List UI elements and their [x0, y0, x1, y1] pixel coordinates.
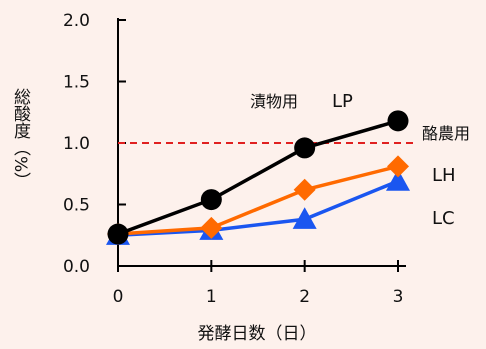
series-lp	[107, 110, 409, 245]
x-ticks: 0 1 2 3	[113, 260, 404, 307]
data-point-lh	[200, 216, 223, 239]
data-point-lp	[200, 189, 222, 211]
y-ticks: 0.0 0.5 1.0 1.5 2.0	[63, 11, 126, 277]
y-tick-label: 1.0	[63, 134, 90, 154]
data-point-lc	[292, 207, 317, 229]
data-point-lp	[387, 110, 409, 132]
series-layer	[106, 110, 410, 246]
series-line-lc	[117, 179, 399, 237]
y-axis-title: 総酸度（%）	[10, 88, 31, 189]
data-point-lh	[387, 155, 409, 178]
series-lh	[107, 155, 409, 246]
data-point-lp	[107, 223, 129, 245]
series-line-lp	[117, 119, 399, 236]
data-point-lh	[293, 178, 316, 201]
y-tick-label: 0.5	[63, 196, 90, 216]
series-label-lp-prefix: 漬物用	[250, 92, 298, 111]
x-axis-title: 発酵日数（日）	[198, 324, 317, 344]
series-label-lh-prefix: 酪農用	[422, 124, 470, 143]
y-tick-label: 1.5	[63, 73, 90, 93]
x-tick-label: 0	[113, 287, 124, 307]
data-point-lp	[294, 137, 316, 159]
series-label-lh: LH	[432, 165, 456, 186]
x-tick-label: 3	[393, 287, 404, 307]
series-label-lp: LP	[332, 91, 353, 112]
series-line-lh	[117, 164, 399, 236]
data-point-lc	[386, 169, 410, 191]
series-label-lc: LC	[432, 208, 455, 229]
y-tick-label: 2.0	[63, 11, 90, 31]
y-tick-label: 0.0	[63, 257, 90, 277]
x-tick-label: 2	[299, 287, 310, 307]
x-tick-label: 1	[206, 287, 217, 307]
